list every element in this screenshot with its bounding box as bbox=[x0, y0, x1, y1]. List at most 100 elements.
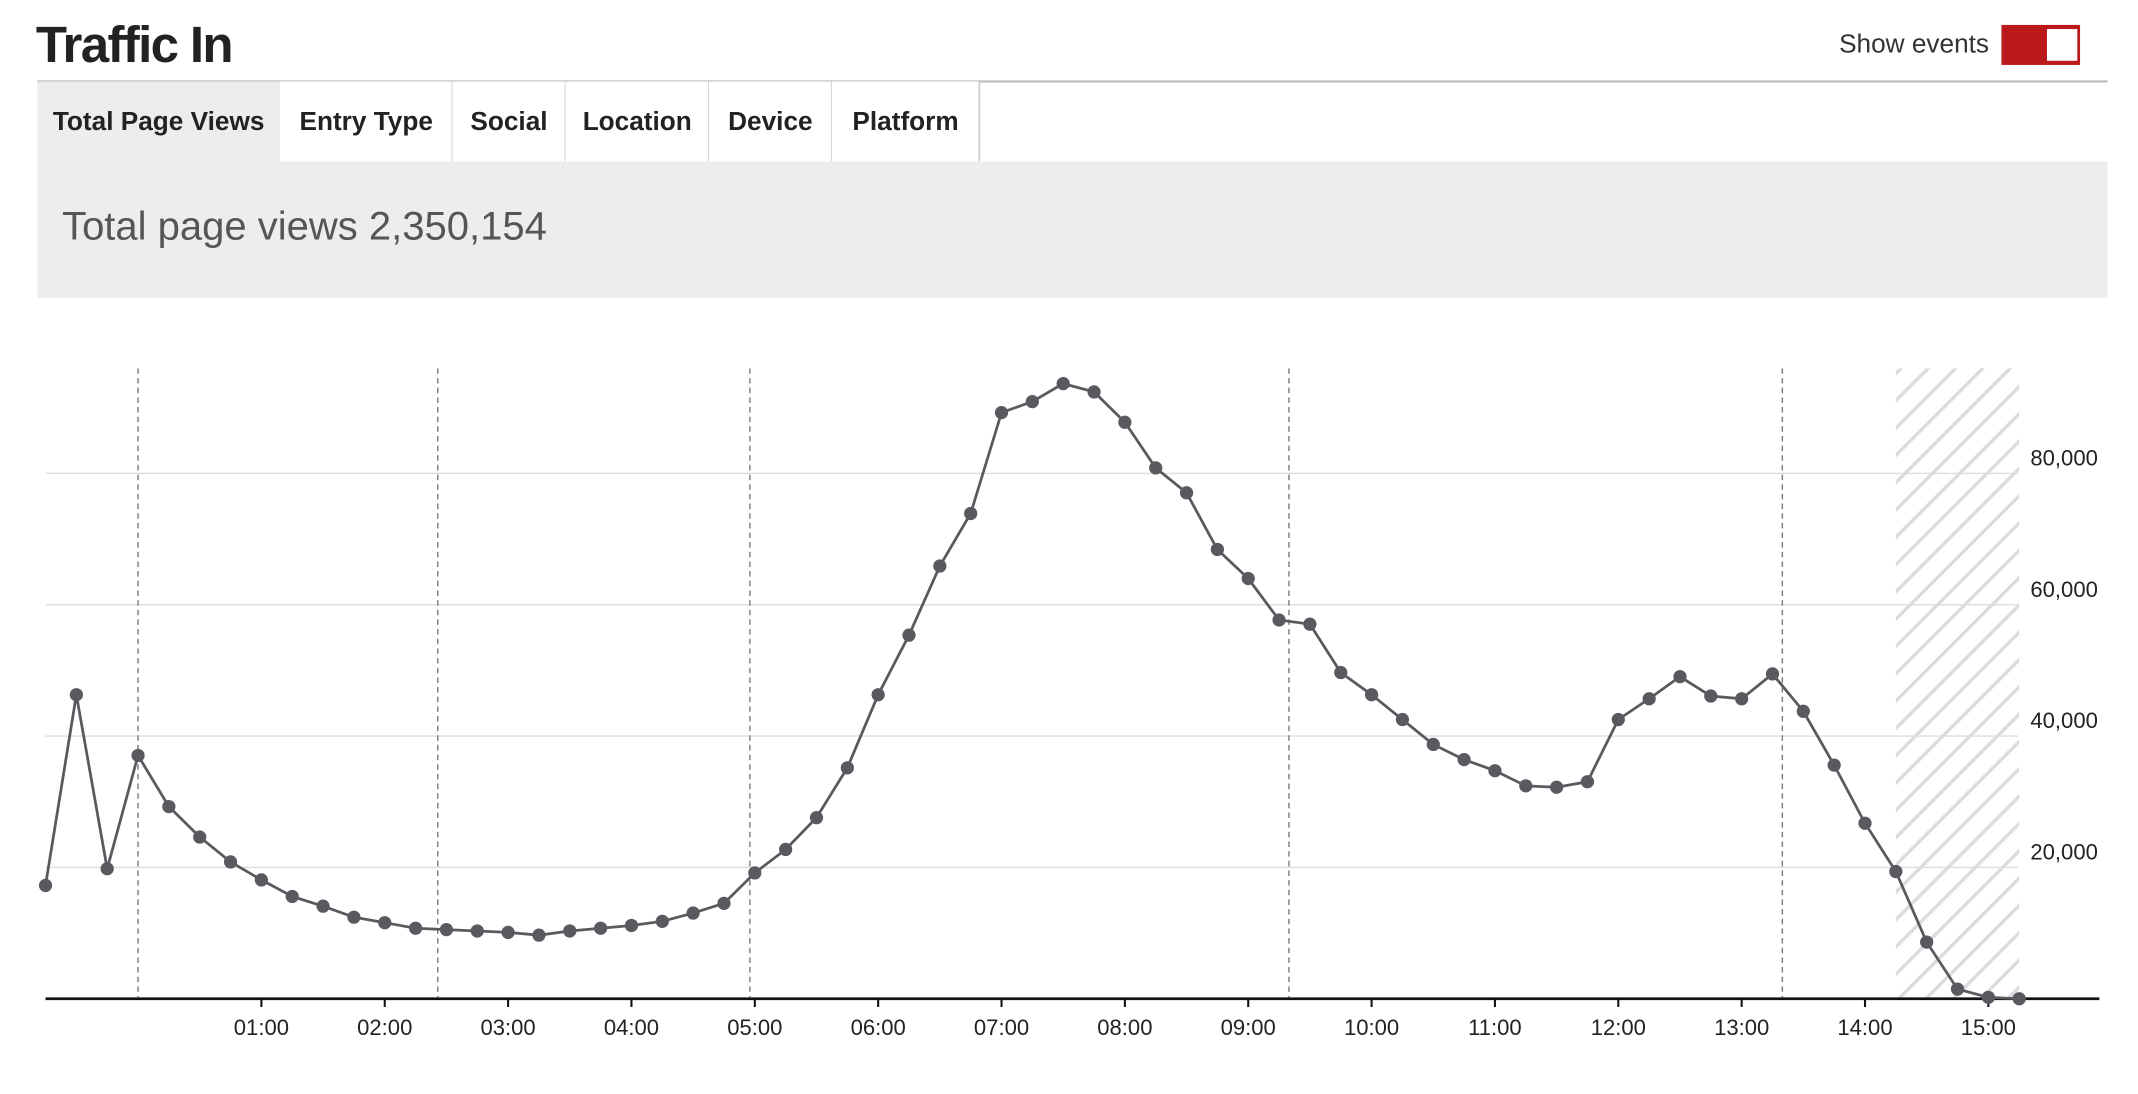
x-tick-label: 15:00 bbox=[1961, 1015, 2016, 1040]
data-point bbox=[316, 899, 330, 913]
summary-text: Total page views 2,350,154 bbox=[62, 205, 547, 249]
data-point bbox=[1118, 415, 1132, 429]
data-point bbox=[809, 811, 824, 825]
data-point bbox=[470, 924, 484, 938]
data-point bbox=[994, 406, 1009, 420]
data-point bbox=[563, 924, 577, 938]
tab[interactable] bbox=[708, 81, 832, 162]
data-point bbox=[902, 628, 916, 642]
data-point bbox=[1920, 935, 1934, 949]
data-point bbox=[1704, 689, 1718, 703]
data-point bbox=[439, 922, 454, 937]
x-tick-label: 11:00 bbox=[1468, 1015, 1522, 1040]
data-point bbox=[1025, 394, 1039, 409]
y-tick-label: 40,000 bbox=[2030, 708, 2097, 733]
data-point bbox=[624, 918, 639, 933]
x-tick-label: 08:00 bbox=[1097, 1015, 1152, 1040]
data-point bbox=[69, 688, 83, 702]
tab-label[interactable]: Total Page Views bbox=[53, 106, 265, 136]
data-point bbox=[1488, 764, 1502, 778]
data-point bbox=[1303, 617, 1317, 631]
data-point bbox=[1765, 667, 1780, 681]
data-point bbox=[532, 928, 546, 942]
data-point bbox=[933, 559, 947, 573]
data-point bbox=[100, 862, 114, 876]
summary-panel bbox=[37, 161, 2108, 299]
data-point bbox=[1735, 692, 1749, 706]
x-tick-label: 03:00 bbox=[481, 1015, 536, 1040]
data-point bbox=[1056, 376, 1070, 391]
tab[interactable] bbox=[565, 81, 709, 162]
data-point bbox=[408, 921, 423, 935]
data-point bbox=[1241, 571, 1255, 586]
data-point bbox=[162, 799, 176, 814]
tab[interactable] bbox=[452, 81, 566, 162]
data-point bbox=[1580, 775, 1595, 789]
y-tick-label: 80,000 bbox=[2030, 445, 2097, 470]
tabs: Total Page Views Entry Type Social Location… bbox=[37, 81, 981, 162]
incomplete-period bbox=[1895, 368, 2020, 999]
x-tick-label: 12:00 bbox=[1591, 1015, 1646, 1040]
x-tick-label: 14:00 bbox=[1837, 1015, 1892, 1040]
x-tick-label: 05:00 bbox=[727, 1015, 782, 1040]
x-tick-label: 02:00 bbox=[357, 1015, 412, 1040]
data-point bbox=[1179, 486, 1194, 500]
chart: 20,000 40,000 60,000 80,000 01:00 02:00 03:00 0… bbox=[38, 368, 2100, 1040]
data-point bbox=[1210, 542, 1225, 557]
data-point bbox=[1796, 704, 1810, 718]
data-point bbox=[655, 914, 669, 928]
data-point bbox=[223, 855, 238, 869]
data-point bbox=[1519, 779, 1533, 793]
data-point bbox=[1426, 737, 1440, 752]
page-title: Traffic In bbox=[36, 16, 232, 73]
y-tick-label: 60,000 bbox=[2030, 577, 2097, 602]
data-point bbox=[347, 910, 361, 924]
data-point bbox=[1611, 712, 1625, 727]
x-tick-label: 13:00 bbox=[1714, 1015, 1769, 1040]
data-point bbox=[285, 889, 299, 904]
data-point bbox=[1364, 688, 1379, 702]
tab[interactable] bbox=[37, 81, 281, 162]
x-tick-label: 04:00 bbox=[604, 1015, 659, 1040]
toggle[interactable] bbox=[2001, 24, 2081, 65]
x-tick-label: 06:00 bbox=[851, 1015, 906, 1040]
x-tick-label: 09:00 bbox=[1221, 1015, 1276, 1040]
data-point bbox=[193, 830, 207, 844]
data-point bbox=[1981, 990, 1995, 1004]
data-point bbox=[1858, 816, 1872, 830]
tab-label[interactable]: Device bbox=[728, 106, 812, 136]
tab-label[interactable]: Platform bbox=[852, 106, 958, 136]
data-point bbox=[38, 878, 53, 893]
data-point bbox=[1334, 665, 1348, 680]
data-point bbox=[1457, 752, 1471, 767]
data-point bbox=[1950, 982, 1965, 996]
series-line bbox=[44, 382, 2020, 1001]
data-point bbox=[1889, 864, 1903, 879]
toggle-knob[interactable] bbox=[2046, 29, 2078, 61]
data-point bbox=[964, 506, 978, 521]
data-point bbox=[2012, 992, 2026, 1006]
data-point bbox=[1827, 758, 1841, 772]
data-point bbox=[1149, 461, 1163, 475]
tab-label[interactable]: Social bbox=[470, 106, 547, 136]
tab[interactable] bbox=[831, 81, 980, 162]
tab[interactable] bbox=[280, 81, 453, 162]
data-point bbox=[131, 748, 145, 763]
y-tick-label: 20,000 bbox=[2030, 839, 2097, 864]
data-point bbox=[501, 925, 515, 940]
tab-label[interactable]: Location bbox=[583, 106, 692, 136]
data-point bbox=[779, 842, 793, 857]
toggle-label: Show events bbox=[1839, 29, 1989, 59]
data-point bbox=[1642, 692, 1656, 706]
data-point bbox=[1087, 385, 1101, 399]
data-point bbox=[1673, 670, 1687, 684]
tab-label[interactable]: Entry Type bbox=[300, 106, 433, 136]
data-point bbox=[254, 873, 269, 887]
data-point bbox=[840, 761, 854, 775]
data-point bbox=[593, 921, 608, 935]
x-tick-label: 10:00 bbox=[1344, 1015, 1399, 1040]
x-tick-label: 01:00 bbox=[234, 1015, 289, 1040]
data-point bbox=[1395, 712, 1410, 727]
data-point bbox=[1272, 613, 1286, 627]
